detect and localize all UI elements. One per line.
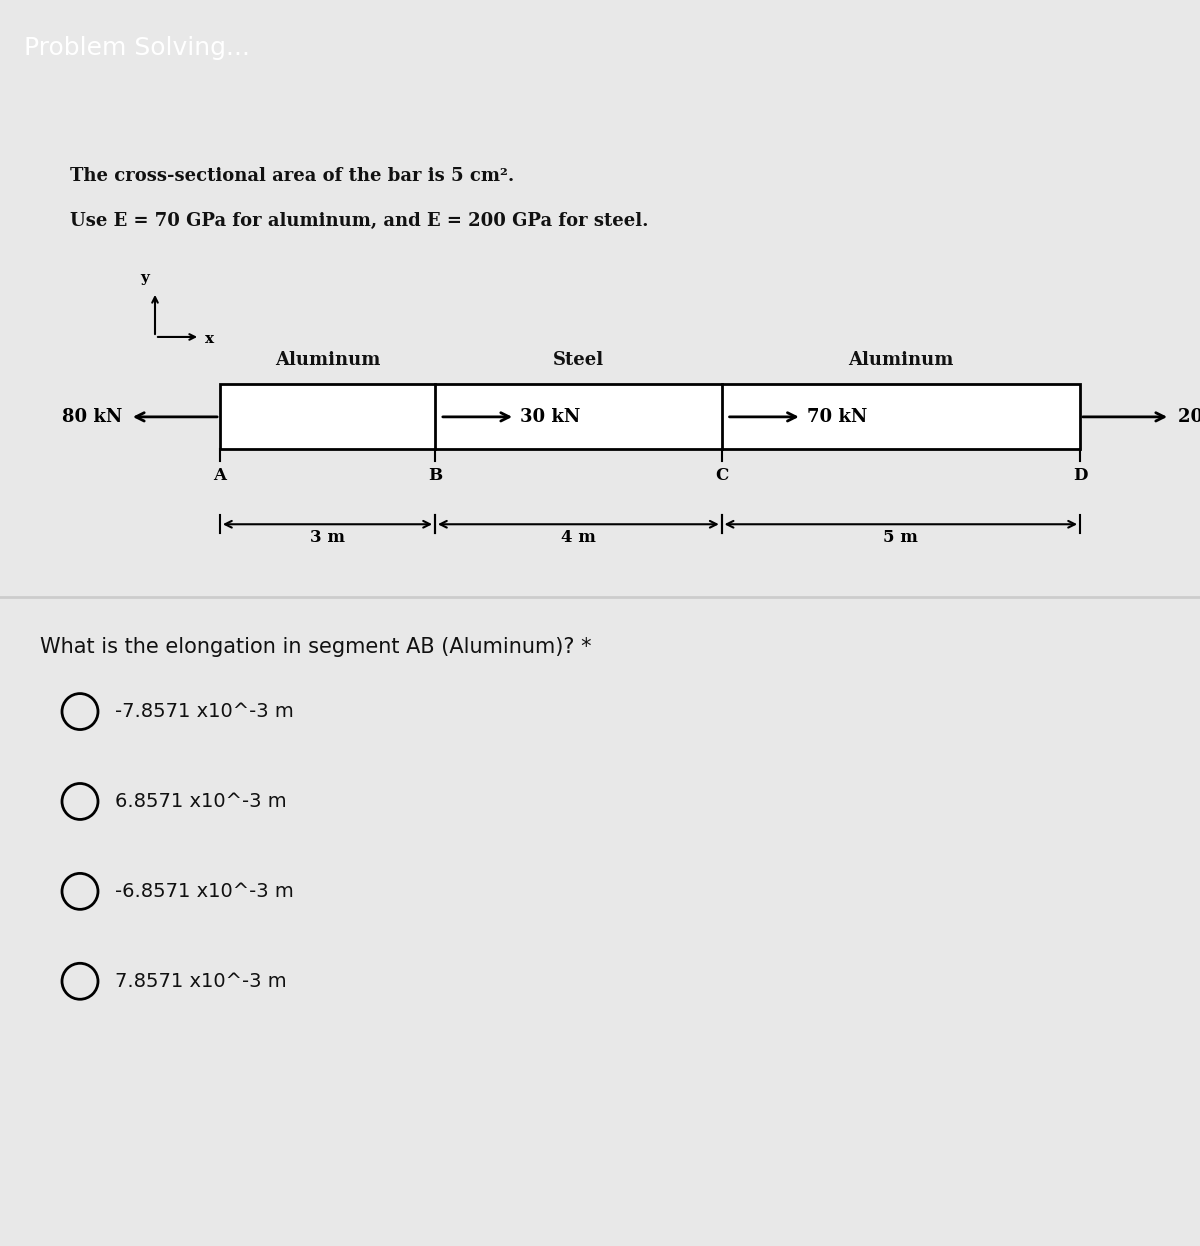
Text: 5 m: 5 m	[883, 530, 918, 546]
Text: 4 m: 4 m	[560, 530, 595, 546]
Text: D: D	[1073, 467, 1087, 485]
Text: Steel: Steel	[553, 351, 604, 369]
Text: 80 kN: 80 kN	[61, 407, 122, 426]
Text: x: x	[205, 331, 214, 346]
Text: y: y	[140, 272, 150, 285]
FancyBboxPatch shape	[220, 385, 1080, 450]
Text: Aluminum: Aluminum	[848, 351, 954, 369]
Text: 7.8571 x10^-3 m: 7.8571 x10^-3 m	[115, 972, 287, 991]
Text: 20 kN: 20 kN	[1178, 407, 1200, 426]
Text: Problem Solving...: Problem Solving...	[24, 36, 250, 60]
Text: -6.8571 x10^-3 m: -6.8571 x10^-3 m	[115, 882, 294, 901]
Text: Use E = 70 GPa for aluminum, and E = 200 GPa for steel.: Use E = 70 GPa for aluminum, and E = 200…	[70, 212, 648, 231]
Text: Aluminum: Aluminum	[275, 351, 380, 369]
Text: B: B	[428, 467, 442, 485]
Text: 30 kN: 30 kN	[520, 407, 581, 426]
Text: A: A	[214, 467, 227, 485]
Text: 70 kN: 70 kN	[806, 407, 868, 426]
Text: 6.8571 x10^-3 m: 6.8571 x10^-3 m	[115, 792, 287, 811]
Text: -7.8571 x10^-3 m: -7.8571 x10^-3 m	[115, 701, 294, 721]
Text: C: C	[715, 467, 728, 485]
Text: The cross-sectional area of the bar is 5 cm².: The cross-sectional area of the bar is 5…	[70, 167, 515, 186]
Text: What is the elongation in segment AB (Aluminum)? *: What is the elongation in segment AB (Al…	[40, 637, 592, 657]
Text: 3 m: 3 m	[310, 530, 346, 546]
